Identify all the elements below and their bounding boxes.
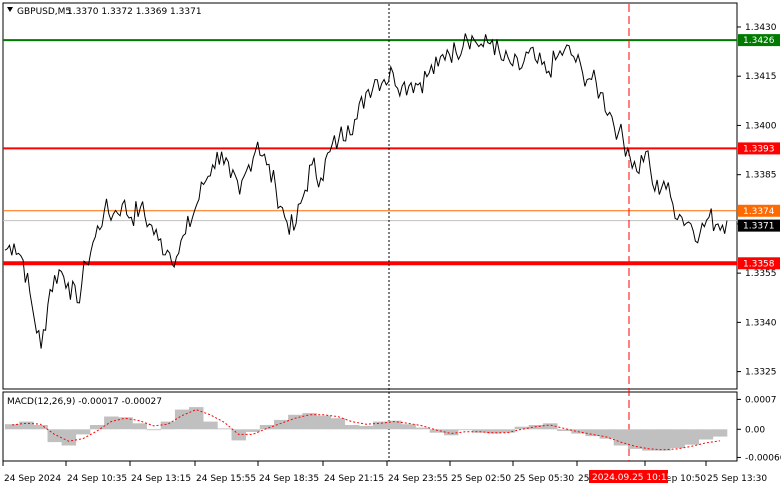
- macd-bar: [613, 429, 629, 446]
- macd-bar: [330, 418, 346, 430]
- macd-bar: [61, 429, 77, 446]
- price-level-tag-label: 1.3393: [743, 144, 775, 154]
- macd-bar: [472, 429, 487, 433]
- price-level-tag-label: 1.3374: [743, 207, 775, 217]
- price-tick-label: 1.3340: [745, 318, 777, 328]
- macd-bar: [429, 429, 445, 433]
- time-tick-label: 24 Sep 18:35: [259, 474, 319, 484]
- price-level-tag-label: 1.3358: [743, 259, 775, 269]
- macd-bar: [5, 424, 20, 430]
- macd-bar: [443, 429, 459, 436]
- macd-bar: [656, 429, 671, 451]
- macd-bar: [104, 416, 119, 430]
- time-tick-label: 25 Sep 10:50: [646, 474, 706, 484]
- macd-bar: [415, 427, 430, 430]
- macd-pane-frame: [2, 391, 738, 462]
- current-price-tag: [738, 219, 780, 232]
- macd-bar: [358, 425, 374, 430]
- macd-bar: [712, 429, 728, 437]
- macd-bar: [118, 417, 133, 430]
- time-tick-label: 24 Sep 15:55: [196, 474, 256, 484]
- macd-bar: [302, 413, 317, 430]
- macd-bar: [75, 429, 91, 435]
- macd-bar: [698, 429, 714, 440]
- symbol-label: GBPUSD,M5: [17, 7, 71, 17]
- time-tick-label: 25 Sep 02:50: [451, 474, 511, 484]
- ohlc-values: 1.3370 1.3372 1.3369 1.3371: [67, 7, 202, 17]
- macd-bar: [132, 423, 147, 430]
- price-pane-frame: [2, 2, 738, 390]
- price-tick-label: 1.3325: [745, 368, 777, 378]
- time-tick-label: 24 Sep 13:15: [131, 474, 191, 484]
- macd-bar: [245, 429, 261, 432]
- price-level-tag: [738, 34, 780, 47]
- macd-bar: [274, 419, 289, 430]
- cursor-time-tag: [589, 470, 668, 483]
- macd-bar: [316, 415, 331, 430]
- dropdown-triangle-icon[interactable]: [7, 7, 13, 12]
- time-tick-label: 24 Sep 2024: [4, 474, 61, 484]
- price-tick-label: 1.3415: [745, 72, 777, 82]
- current-price-tag-label: 1.3371: [743, 222, 775, 232]
- macd-bar: [543, 423, 558, 430]
- macd-bar: [627, 429, 643, 449]
- macd-bar: [684, 429, 699, 445]
- macd-bar: [642, 429, 657, 451]
- macd-bar: [514, 426, 530, 430]
- macd-label: MACD(12,26,9) -0.00017 -0.00027: [7, 397, 162, 407]
- macd-bar: [401, 424, 416, 430]
- price-tick-label: 1.3400: [745, 121, 777, 131]
- price-level-tag: [738, 142, 780, 155]
- price-tick-label: 1.3355: [745, 269, 777, 279]
- macd-bar: [500, 429, 515, 433]
- macd-bar: [160, 421, 176, 430]
- horizontal-levels: [3, 39, 737, 266]
- macd-bar: [387, 420, 402, 430]
- macd-bar: [599, 429, 615, 439]
- macd-bar: [203, 421, 218, 430]
- macd-tick-label: -0.00066: [745, 453, 781, 463]
- macd-bar: [288, 414, 303, 430]
- time-tick-label: 25 Sep 05:30: [514, 474, 574, 484]
- macd-bar: [174, 409, 190, 430]
- cursor-time-label: 2024.09.25 10:15: [592, 473, 672, 483]
- macd-bar: [670, 429, 685, 449]
- time-tick-label: 25: [578, 474, 589, 484]
- price-level-tag-label: 1.3426: [743, 36, 775, 46]
- price-tags: 1.3426 1.3393 1.3374 1.3358 1.3371: [738, 34, 780, 270]
- macd-bar: [217, 428, 232, 430]
- time-axis: 24 Sep 2024 24 Sep 10:35 24 Sep 13:15 24 Se…: [2, 461, 767, 484]
- time-tick-label: 24 Sep 21:15: [324, 474, 384, 484]
- price-level-tag: [738, 204, 780, 217]
- time-tick-label: 24 Sep 10:35: [67, 474, 127, 484]
- macd-bar: [585, 429, 600, 437]
- macd-bar: [344, 425, 360, 430]
- price-tick-label: 1.3385: [745, 171, 777, 181]
- macd-histogram: [5, 407, 728, 451]
- macd-bar: [486, 429, 501, 434]
- signal-line: [12, 409, 720, 451]
- macd-bar: [373, 421, 388, 430]
- price-line: [4, 33, 728, 349]
- macd-signal-line: [12, 409, 720, 451]
- macd-bar: [19, 421, 34, 430]
- macd-bar: [189, 407, 204, 430]
- time-tick-label: 25 Sep 13:30: [707, 474, 767, 484]
- price-tick-label: 1.3430: [745, 23, 777, 33]
- macd-tick-label: 0.00: [745, 425, 765, 435]
- price-series: [4, 33, 728, 349]
- price-level-tag: [738, 257, 780, 270]
- macd-bar: [557, 429, 572, 431]
- macd-bar: [458, 429, 473, 431]
- time-tick-label: 24 Sep 23:55: [388, 474, 448, 484]
- macd-bar: [89, 425, 105, 430]
- macd-tick-label: 0.0007: [745, 395, 777, 405]
- macd-bar: [146, 429, 162, 431]
- macd-bar: [33, 425, 48, 430]
- macd-axis: 0.0007 0.00 -0.00066: [737, 395, 781, 463]
- macd-bar: [259, 425, 275, 430]
